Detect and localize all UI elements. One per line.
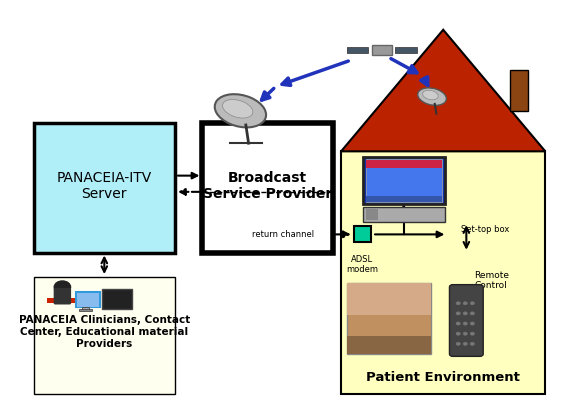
- Bar: [365, 196, 442, 202]
- Text: Remote
Control: Remote Control: [475, 271, 510, 290]
- FancyBboxPatch shape: [449, 285, 483, 356]
- Bar: [347, 283, 431, 315]
- Bar: [34, 277, 175, 395]
- Ellipse shape: [215, 94, 266, 127]
- Bar: [365, 160, 442, 202]
- Bar: [202, 123, 333, 253]
- FancyBboxPatch shape: [53, 288, 71, 304]
- Circle shape: [456, 332, 461, 335]
- FancyBboxPatch shape: [76, 292, 101, 307]
- Circle shape: [470, 322, 475, 325]
- Bar: [101, 289, 132, 309]
- Bar: [363, 207, 445, 222]
- Text: PANACEIA Clinicians, Contact
Center, Educational material
Providers: PANACEIA Clinicians, Contact Center, Edu…: [19, 315, 190, 349]
- Bar: [372, 45, 392, 55]
- Text: Patient Environment: Patient Environment: [366, 371, 520, 384]
- Circle shape: [463, 322, 467, 325]
- Bar: [347, 283, 431, 354]
- Bar: [34, 123, 175, 253]
- Bar: [354, 226, 371, 242]
- Polygon shape: [341, 30, 546, 151]
- Circle shape: [456, 302, 461, 305]
- Circle shape: [456, 312, 461, 315]
- Circle shape: [470, 332, 475, 335]
- Bar: [365, 209, 378, 220]
- Ellipse shape: [423, 90, 438, 100]
- Bar: [47, 298, 83, 303]
- Text: return channel: return channel: [252, 230, 314, 239]
- Circle shape: [463, 302, 467, 305]
- Circle shape: [456, 342, 461, 346]
- Bar: [347, 47, 368, 53]
- Circle shape: [463, 332, 467, 335]
- Bar: [347, 336, 431, 354]
- Bar: [365, 160, 442, 168]
- Circle shape: [456, 322, 461, 325]
- Text: Set-top box: Set-top box: [461, 225, 510, 234]
- Bar: [77, 293, 100, 306]
- Circle shape: [470, 312, 475, 315]
- Bar: [395, 47, 417, 53]
- Bar: [363, 157, 445, 204]
- Text: PANACEIA-ITV
Server: PANACEIA-ITV Server: [57, 171, 152, 201]
- Circle shape: [470, 302, 475, 305]
- Bar: [341, 151, 546, 395]
- Ellipse shape: [222, 100, 253, 118]
- Circle shape: [463, 342, 467, 346]
- Bar: [79, 309, 92, 311]
- Text: Broadcast
Service Provider: Broadcast Service Provider: [203, 171, 332, 201]
- Circle shape: [470, 342, 475, 346]
- Circle shape: [463, 312, 467, 315]
- Circle shape: [54, 281, 70, 293]
- Text: ADSL
modem: ADSL modem: [346, 255, 378, 274]
- Bar: [82, 307, 88, 310]
- Bar: [510, 70, 529, 111]
- Ellipse shape: [418, 88, 446, 105]
